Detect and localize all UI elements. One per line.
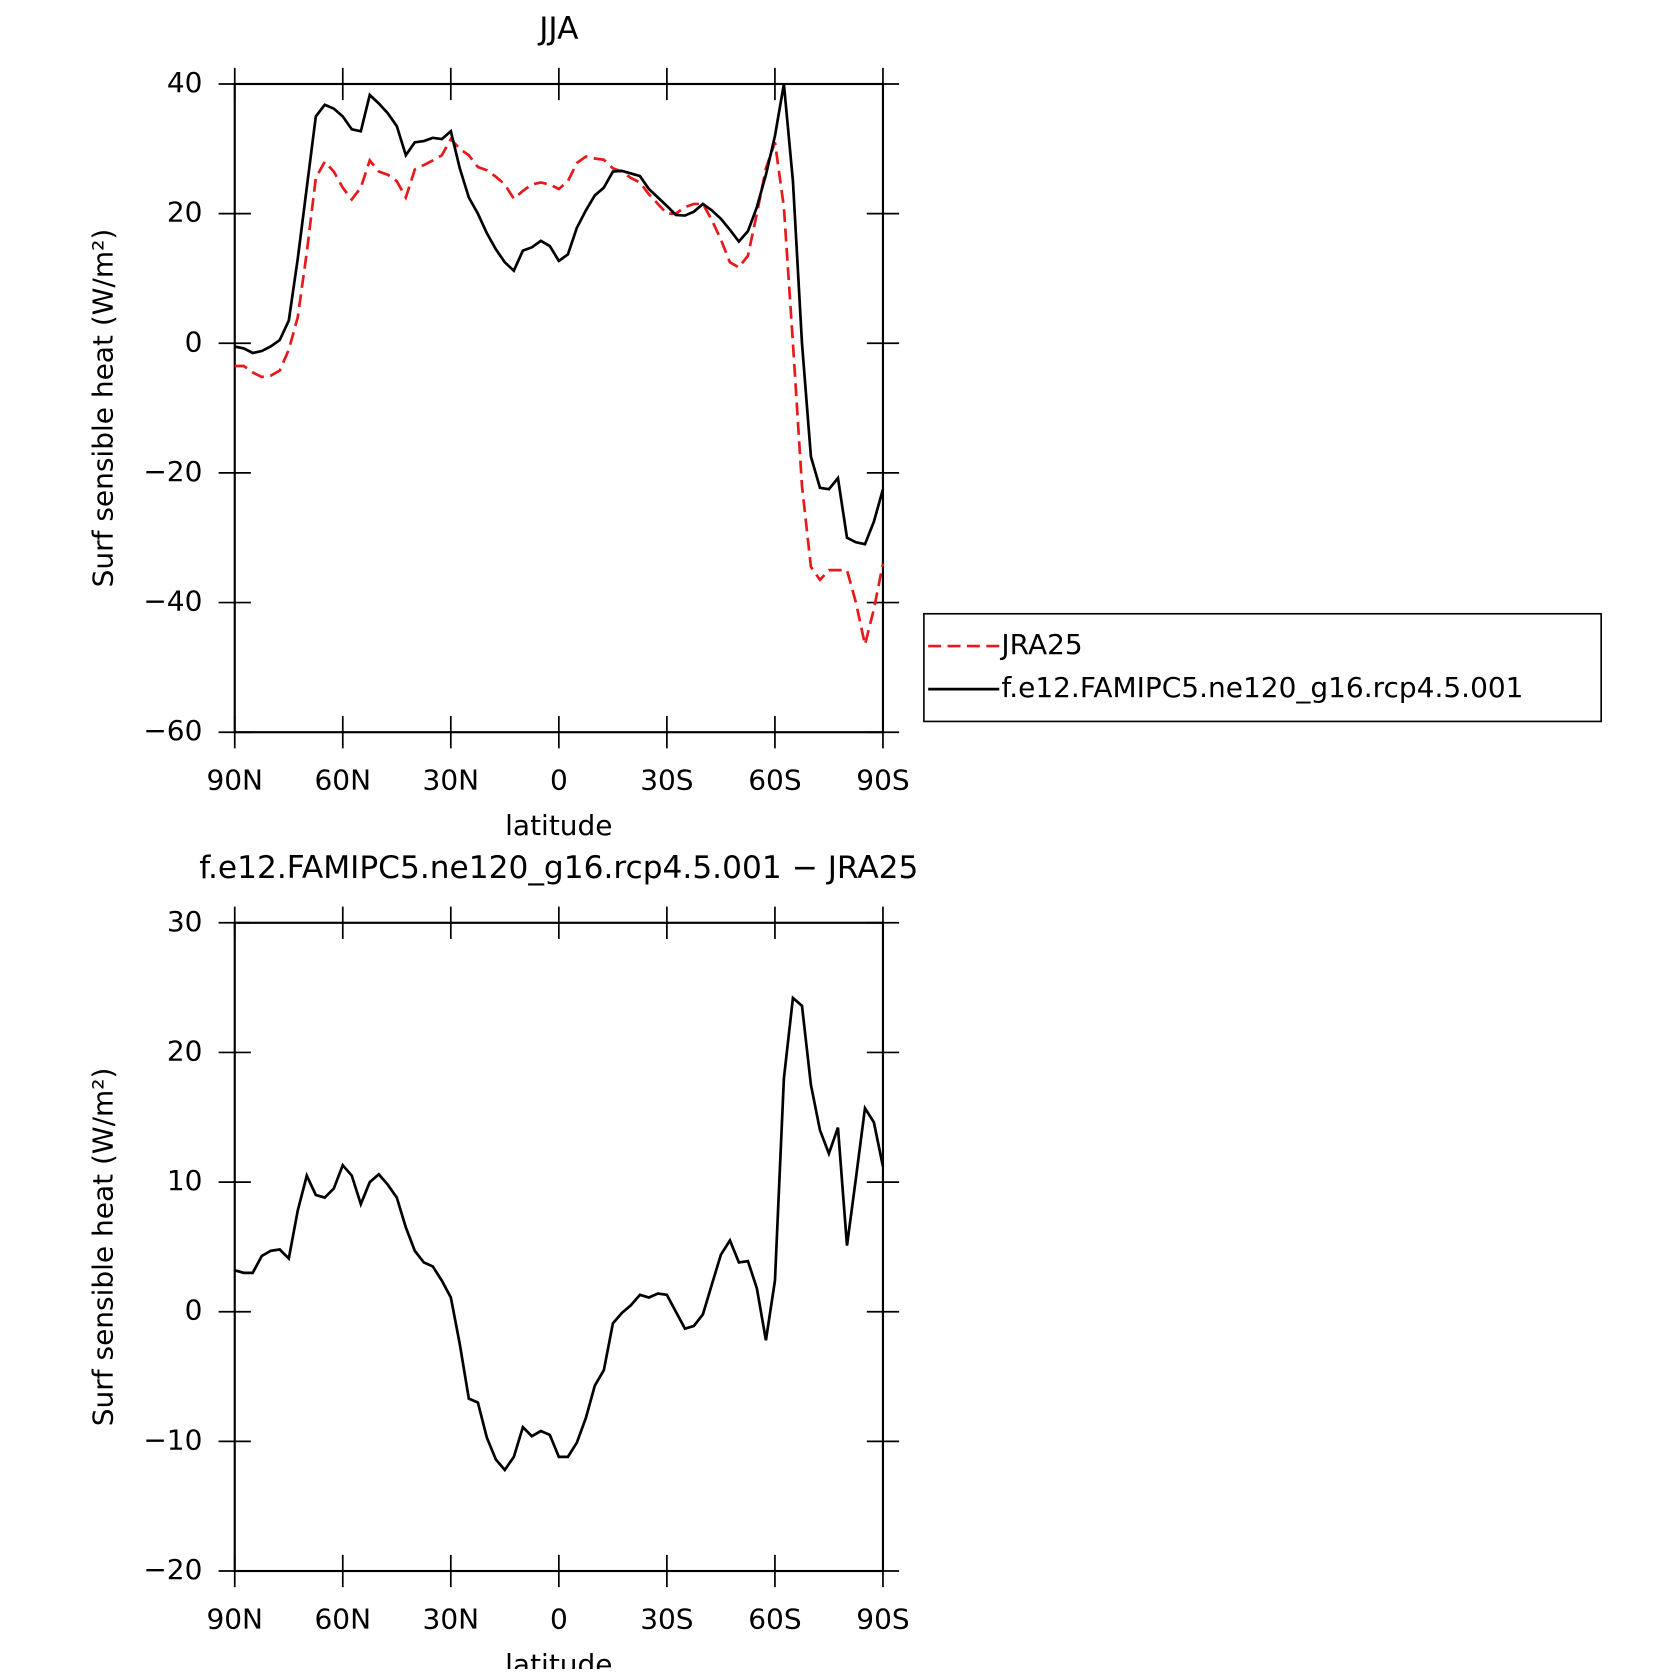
y-axis-label: Surf sensible heat (W/m²)	[86, 1068, 119, 1427]
y-tick-label: 40	[167, 66, 203, 99]
y-axis-label: Surf sensible heat (W/m²)	[86, 229, 119, 588]
plot-frame	[233, 82, 885, 734]
legend-box	[923, 612, 1602, 723]
y-tick-label: −60	[143, 714, 202, 747]
y-tick-label: −40	[143, 585, 202, 618]
x-tick-label: 30S	[640, 1603, 693, 1636]
x-tick-label: 90N	[206, 764, 263, 797]
chart-title: JJA	[537, 11, 579, 47]
y-tick-label: −10	[143, 1423, 202, 1456]
x-tick-label: 90S	[856, 764, 909, 797]
x-axis-label: latitude	[505, 809, 612, 842]
x-tick-label: 0	[550, 1603, 568, 1636]
x-tick-label: 30N	[423, 764, 480, 797]
data-line	[234, 83, 885, 546]
x-axis-label: latitude	[505, 1648, 612, 1669]
y-tick-label: −20	[143, 1553, 202, 1586]
plot-frame	[233, 921, 885, 1573]
y-tick-label: 20	[167, 196, 203, 229]
y-tick-label: −20	[143, 455, 202, 488]
x-tick-label: 60S	[748, 1603, 801, 1636]
chart-title: f.e12.FAMIPC5.ne120_g16.rcp4.5.001 − JRA…	[199, 850, 918, 886]
y-tick-label: 0	[185, 325, 203, 358]
x-tick-label: 60N	[314, 1603, 371, 1636]
y-tick-label: 20	[167, 1034, 203, 1067]
x-tick-label: 60S	[748, 764, 801, 797]
x-tick-label: 30N	[423, 1603, 480, 1636]
x-tick-label: 60N	[314, 764, 371, 797]
y-tick-label: 10	[167, 1164, 203, 1197]
data-line	[234, 995, 885, 1473]
x-tick-label: 90N	[206, 1603, 263, 1636]
x-tick-label: 30S	[640, 764, 693, 797]
y-tick-label: 0	[185, 1294, 203, 1327]
x-tick-label: 90S	[856, 1603, 909, 1636]
legend-label: JRA25	[999, 628, 1082, 661]
data-line	[234, 136, 885, 645]
legend-label: f.e12.FAMIPC5.ne120_g16.rcp4.5.001	[1001, 671, 1523, 704]
x-tick-label: 0	[550, 764, 568, 797]
y-tick-label: 30	[167, 905, 203, 938]
